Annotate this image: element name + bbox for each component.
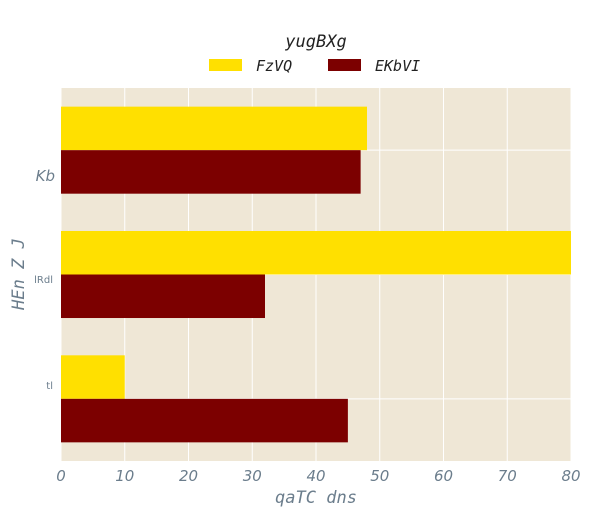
legend: FzVQ EKbVI <box>209 57 420 75</box>
y-axis-label: HEn Z J <box>9 238 29 311</box>
bar-fzvq-kb <box>61 106 367 151</box>
x-tick-label-20: 20 <box>179 467 198 485</box>
bar-ekbvi-lrdl <box>61 274 265 319</box>
x-tick-label-80: 80 <box>561 467 580 485</box>
x-tick-label-10: 10 <box>115 467 134 485</box>
y-tick-label-tl: tl <box>46 381 53 392</box>
x-tick-label-30: 30 <box>243 467 262 485</box>
bar-ekbvi-kb <box>61 150 361 194</box>
legend-swatch-fzvq <box>209 59 242 71</box>
x-tick-labels: 0 10 20 30 40 50 60 70 80 <box>56 467 580 485</box>
x-tick-label-70: 70 <box>498 467 517 485</box>
legend-label-fzvq: FzVQ <box>256 57 292 75</box>
bar-ekbvi-tl <box>61 398 348 443</box>
bars <box>61 106 571 443</box>
x-tick-label-60: 60 <box>434 467 453 485</box>
x-tick-label-40: 40 <box>306 467 325 485</box>
x-tick-label-50: 50 <box>370 467 389 485</box>
bar-fzvq-tl <box>61 355 125 399</box>
y-tick-label-lrdl: lRdl <box>34 275 53 286</box>
legend-label-ekbvi: EKbVI <box>375 57 420 75</box>
legend-swatch-ekbvi <box>328 59 361 71</box>
bar-fzvq-lrdl <box>61 230 571 275</box>
chart-title: yugBXg <box>284 32 346 52</box>
x-tick-label-0: 0 <box>56 467 66 485</box>
x-axis-label: qaTC dns <box>275 488 357 508</box>
y-tick-label-kb: Kb <box>36 167 55 185</box>
